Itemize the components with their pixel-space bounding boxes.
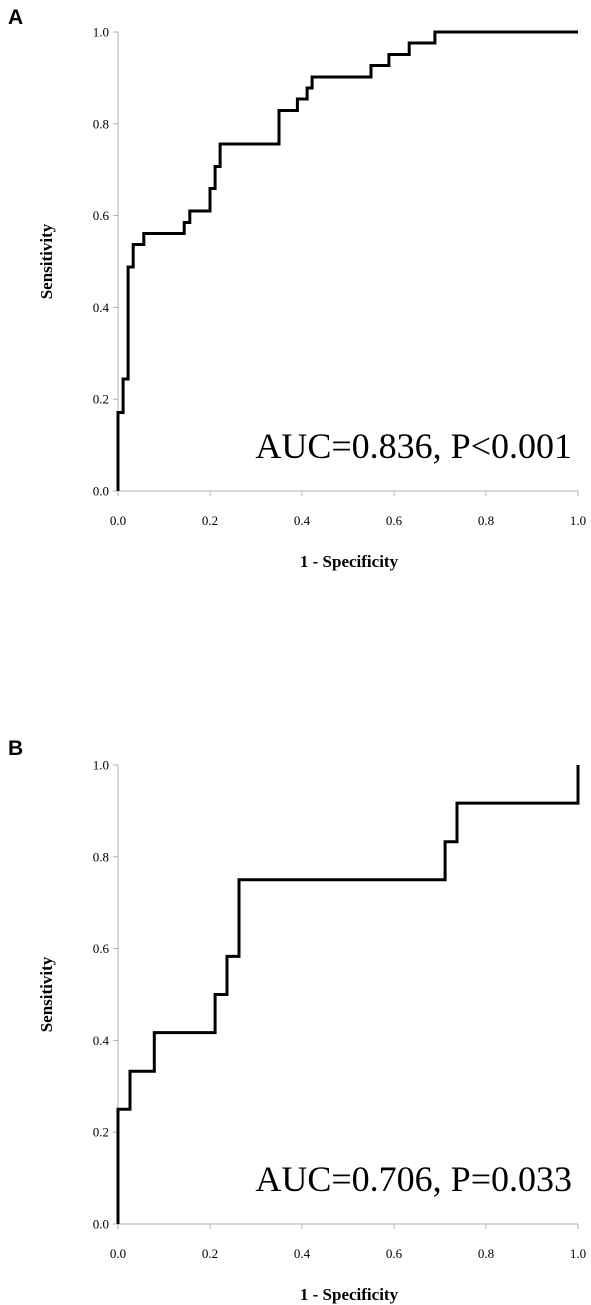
x-axis-title: 1 - Specificity xyxy=(300,552,399,571)
y-axis-title: Sensitivity xyxy=(37,223,56,299)
panel-label: B xyxy=(8,737,23,760)
panel-label: A xyxy=(8,6,23,29)
auc-annotation: AUC=0.836, P<0.001 xyxy=(255,426,572,466)
y-tick-label: 1.0 xyxy=(93,25,109,40)
y-axis-title: Sensitivity xyxy=(37,956,56,1032)
y-tick-label: 0.8 xyxy=(93,849,109,864)
y-tick-label: 0.6 xyxy=(93,941,110,956)
auc-annotation: AUC=0.706, P=0.033 xyxy=(255,1159,572,1199)
y-tick-label: 0.8 xyxy=(93,116,109,131)
y-tick-label: 0.4 xyxy=(93,300,110,315)
x-tick-label: 0.0 xyxy=(110,513,126,528)
roc-curve xyxy=(116,30,578,491)
roc-curve xyxy=(116,765,580,1224)
x-tick-label: 0.4 xyxy=(294,513,311,528)
x-tick-label: 0.6 xyxy=(386,513,403,528)
roc-panel-a: A 0.0 0.2 0.4 0.6 0.8 1.0 0.0 0.2 0.4 0.6 0.8 1.0 1 -… xyxy=(8,6,586,571)
x-tick-label: 0.2 xyxy=(202,1246,218,1261)
x-tick-label: 0.0 xyxy=(110,1246,126,1261)
y-tick-label: 1.0 xyxy=(93,758,109,773)
y-tick-label: 0.6 xyxy=(93,208,110,223)
y-tick-label: 0.0 xyxy=(93,484,109,499)
x-tick-label: 0.4 xyxy=(294,1246,311,1261)
x-tick-label: 1.0 xyxy=(570,513,586,528)
y-tick-label: 0.0 xyxy=(93,1217,109,1232)
y-tick-label: 0.2 xyxy=(93,1125,109,1140)
x-tick-label: 0.2 xyxy=(202,513,218,528)
x-tick-label: 0.6 xyxy=(386,1246,403,1261)
y-tick-label: 0.4 xyxy=(93,1033,110,1048)
x-tick-label: 0.8 xyxy=(478,1246,494,1261)
x-axis-title: 1 - Specificity xyxy=(300,1285,399,1304)
x-tick-label: 0.8 xyxy=(478,513,494,528)
y-tick-label: 0.2 xyxy=(93,392,109,407)
roc-panel-b: B 0.0 0.2 0.4 0.6 0.8 1.0 0.0 0.2 0.4 0.6 0.8 1.0 1 -… xyxy=(8,737,586,1304)
x-tick-label: 1.0 xyxy=(570,1246,586,1261)
